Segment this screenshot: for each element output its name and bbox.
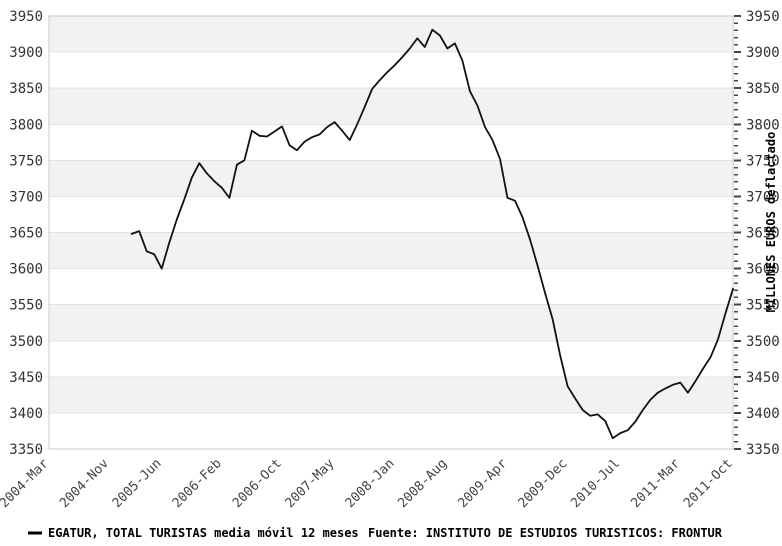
y-tick-label-right: 3700 (746, 189, 780, 205)
y-tick-label-left: 3400 (9, 406, 43, 422)
plot-band (49, 88, 733, 125)
x-tick-label: 2004-Nov (57, 456, 112, 511)
plot-band (49, 376, 733, 413)
x-tick-label: 2011-Oct (681, 456, 736, 511)
y-tick-label-left: 3600 (9, 262, 43, 278)
y-tick-label-right: 3350 (746, 442, 780, 458)
y-tick-label-left: 3450 (9, 370, 43, 386)
x-tick-label: 2004-Mar (0, 456, 52, 511)
x-tick-label: 2008-Jan (343, 456, 398, 511)
x-tick-label: 2006-Feb (170, 456, 225, 511)
y-tick-label-right: 3450 (746, 370, 780, 386)
y-axis-right-ticks (734, 15, 741, 450)
y-axis-left-labels: 3350 3400 3450 3500 3550 3600 3650 3700 3750 3800… (9, 9, 43, 458)
plot-band (49, 232, 733, 269)
plot-band (49, 160, 733, 197)
y-tick-label-right: 3600 (746, 262, 780, 278)
y-tick-label-left: 3550 (9, 298, 43, 314)
legend-series-label: EGATUR, TOTAL TURISTAS media móvil 12 me… (48, 526, 359, 540)
plot-background-bands (49, 16, 733, 449)
x-tick-label: 2008-Aug (395, 456, 450, 511)
x-tick-label: 2010-Jul (568, 456, 623, 511)
y-tick-label-right: 3950 (746, 9, 780, 25)
y-tick-label-right: 3750 (746, 153, 780, 169)
data-series-line (130, 28, 734, 440)
y-tick-label-right: 3400 (746, 406, 780, 422)
y-axis-title: MILLONES EUROS deflactado (764, 132, 778, 313)
plot-band (49, 412, 733, 449)
x-tick-label: 2005-Jun (110, 456, 165, 511)
y-tick-label-right: 3550 (746, 298, 780, 314)
y-tick-label-left: 3900 (9, 45, 43, 61)
x-tick-label: 2006-Oct (230, 456, 285, 511)
y-tick-label-right: 3800 (746, 117, 780, 133)
y-tick-label-left: 3500 (9, 334, 43, 350)
x-tick-label: 2007-May (283, 456, 338, 511)
plot-band (49, 124, 733, 161)
y-tick-label-right: 3900 (746, 45, 780, 61)
y-tick-label-left: 3350 (9, 442, 43, 458)
plot-band (49, 52, 733, 89)
y-tick-label-right: 3500 (746, 334, 780, 350)
plot-band (49, 340, 733, 377)
y-tick-label-left: 3750 (9, 153, 43, 169)
legend: EGATUR, TOTAL TURISTAS media móvil 12 me… (28, 526, 723, 540)
legend-source-label: Fuente: INSTITUTO DE ESTUDIOS TURISTICOS… (368, 526, 723, 540)
plot-band (49, 304, 733, 341)
x-tick-label: 2011-Mar (628, 456, 683, 511)
x-tick-label: 2009-Apr (455, 456, 510, 511)
y-tick-label-left: 3650 (9, 226, 43, 242)
y-tick-label-right: 3850 (746, 81, 780, 97)
y-axis-right-labels: 3350 3400 3450 3500 3550 3600 3650 3700 3750 3800… (746, 9, 780, 458)
plot-border (48, 15, 734, 450)
y-tick-label-left: 3800 (9, 117, 43, 133)
plot-band (49, 16, 733, 53)
y-tick-label-right: 3650 (746, 226, 780, 242)
y-tick-label-left: 3700 (9, 189, 43, 205)
plot-band (49, 196, 733, 233)
x-tick-label: 2009-Dec (516, 456, 571, 511)
y-tick-label-left: 3850 (9, 81, 43, 97)
plot-band (49, 268, 733, 305)
y-tick-label-left: 3950 (9, 9, 43, 25)
